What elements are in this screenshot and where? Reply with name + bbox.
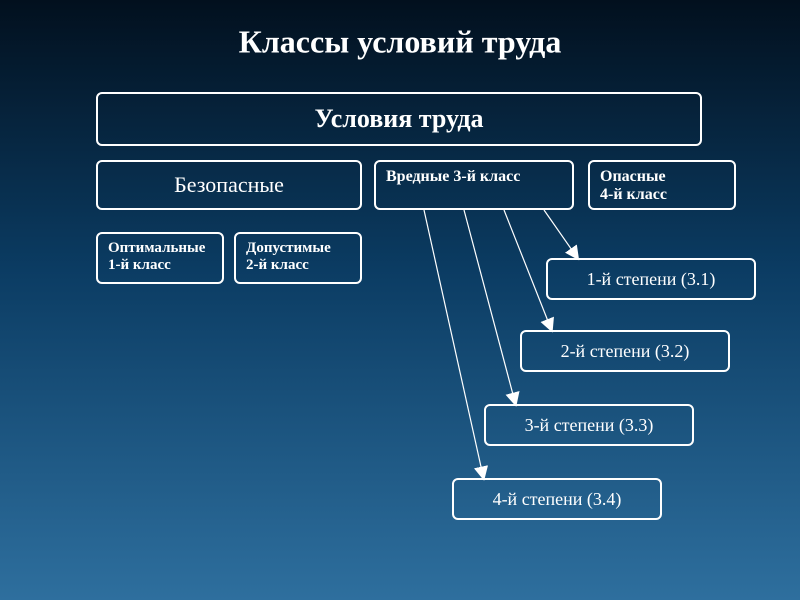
- box-harmful-label: Вредные 3-й класс: [386, 168, 520, 186]
- box-optimal: Оптимальные 1-й класс: [96, 232, 224, 284]
- box-deg4-label: 4-й степени (3.4): [493, 489, 622, 510]
- box-deg4: 4-й степени (3.4): [452, 478, 662, 520]
- box-dangerous-label: Опасные 4-й класс: [600, 168, 667, 204]
- diagram-content: Классы условий труда Условия труда Безоп…: [0, 0, 800, 600]
- box-deg1: 1-й степени (3.1): [546, 258, 756, 300]
- box-root: Условия труда: [96, 92, 702, 146]
- box-dangerous: Опасные 4-й класс: [588, 160, 736, 210]
- box-deg3-label: 3-й степени (3.3): [525, 415, 654, 436]
- page-title: Классы условий труда: [239, 24, 562, 61]
- box-harmful: Вредные 3-й класс: [374, 160, 574, 210]
- box-root-label: Условия труда: [314, 104, 483, 134]
- box-permissible-label: Допустимые 2-й класс: [246, 240, 331, 274]
- box-safe: Безопасные: [96, 160, 362, 210]
- box-deg2: 2-й степени (3.2): [520, 330, 730, 372]
- box-deg2-label: 2-й степени (3.2): [561, 341, 690, 362]
- box-optimal-label: Оптимальные 1-й класс: [108, 240, 205, 274]
- box-deg3: 3-й степени (3.3): [484, 404, 694, 446]
- box-permissible: Допустимые 2-й класс: [234, 232, 362, 284]
- box-deg1-label: 1-й степени (3.1): [587, 269, 716, 290]
- box-safe-label: Безопасные: [174, 172, 284, 198]
